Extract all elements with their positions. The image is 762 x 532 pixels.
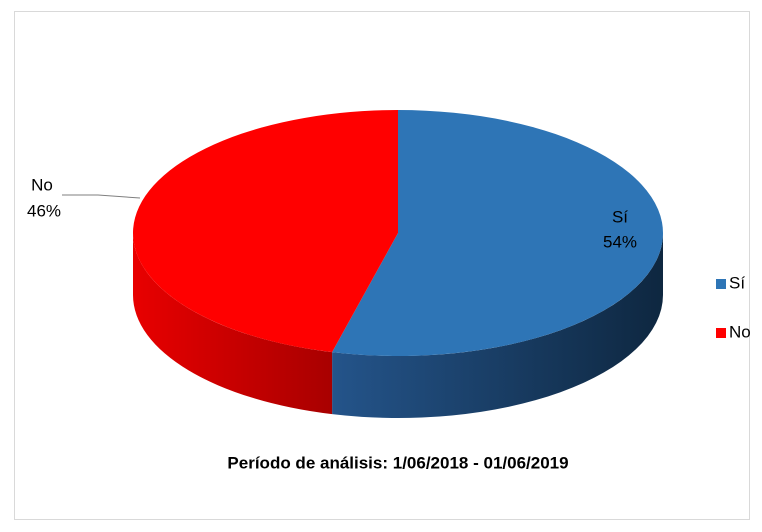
slice-value-label: 54% [603, 232, 637, 251]
chart-title: Período de análisis: 1/06/2018 - 01/06/2… [227, 453, 568, 472]
slice-side [133, 233, 333, 415]
legend-label: Sí [729, 273, 745, 292]
legend-swatch [716, 328, 726, 338]
slice [332, 110, 663, 356]
slice-value-label: 46% [27, 201, 61, 220]
slice-side [332, 233, 663, 419]
slice-label: Sí [612, 207, 628, 226]
leader-line [62, 194, 141, 199]
legend-label: No [729, 322, 751, 341]
slice [132, 110, 398, 353]
legend-swatch [716, 279, 726, 289]
slice-label: No [31, 175, 53, 194]
